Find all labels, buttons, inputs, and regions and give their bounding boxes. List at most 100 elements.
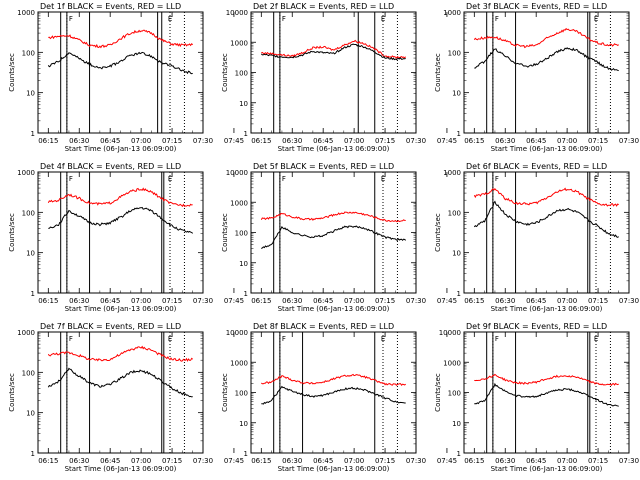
x-tick-label: 07:45 xyxy=(224,137,244,145)
marker-label: F xyxy=(495,15,499,23)
marker-label: E xyxy=(381,175,385,183)
panel-4: Det 4f BLACK = Events, RED = LLD 1 10 100 10… xyxy=(8,162,244,313)
y-tick-label: 1 xyxy=(31,450,35,458)
y-tick-label: 100 xyxy=(22,209,35,217)
x-tick-label: 07:45 xyxy=(224,457,244,465)
x-axis-label: Start Time (06-Jan-13 06:09:00) xyxy=(278,145,390,153)
plot-frame xyxy=(463,11,630,134)
y-tick-label: 1 xyxy=(31,130,35,138)
y-tick-label: 10 xyxy=(452,250,461,258)
plot-frame xyxy=(250,171,417,294)
y-axis-label: Counts/sec xyxy=(434,213,442,252)
x-tick-label: 06:45 xyxy=(313,137,333,145)
panel-7: Det 7f BLACK = Events, RED = LLD 1 10 100 10… xyxy=(8,322,244,473)
panel-title: Det 6f BLACK = Events, RED = LLD xyxy=(466,162,607,171)
series-lld-line xyxy=(260,211,406,223)
y-tick-label: 1000 xyxy=(17,9,35,17)
x-tick-label: 07:30 xyxy=(406,457,426,465)
x-tick-label: 07:15 xyxy=(162,137,182,145)
x-tick-label: 07:45 xyxy=(224,297,244,305)
x-tick-label: 06:30 xyxy=(69,137,89,145)
x-tick-label: 06:45 xyxy=(100,297,120,305)
series-events-line xyxy=(48,206,194,234)
x-tick-label: 06:45 xyxy=(100,137,120,145)
x-tick-label: 06:45 xyxy=(100,457,120,465)
x-tick-label: 06:15 xyxy=(38,137,58,145)
series-events-line xyxy=(47,367,193,398)
y-tick-label: 10 xyxy=(239,100,248,108)
y-tick-label: 10 xyxy=(239,420,248,428)
x-tick-label: 06:15 xyxy=(251,457,271,465)
y-axis-label: Counts/sec xyxy=(8,53,16,92)
x-tick-label: 07:15 xyxy=(162,457,182,465)
y-axis-label: Counts/sec xyxy=(8,213,16,252)
x-tick-label: 06:30 xyxy=(69,457,89,465)
y-tick-label: 1000 xyxy=(443,169,461,177)
x-tick-label: 07:30 xyxy=(619,297,639,305)
y-tick-label: 1000 xyxy=(17,169,35,177)
y-axis-label: Counts/sec xyxy=(8,373,16,412)
panel-1: Det 1f BLACK = Events, RED = LLD 1 10 100 10… xyxy=(8,2,244,153)
y-tick-label: 100 xyxy=(235,230,248,238)
y-tick-label: 10 xyxy=(26,90,35,98)
marker-label: E xyxy=(381,335,385,343)
x-tick-label: 07:00 xyxy=(131,297,151,305)
panel-title: Det 7f BLACK = Events, RED = LLD xyxy=(40,322,181,331)
y-tick-label: 1000 xyxy=(230,199,248,207)
x-axis-label: Start Time (06-Jan-13 06:09:00) xyxy=(491,465,603,473)
x-tick-label: 07:30 xyxy=(193,137,213,145)
y-tick-label: 10 xyxy=(452,90,461,98)
y-tick-label: 1 xyxy=(31,290,35,298)
y-tick-label: 100 xyxy=(235,70,248,78)
x-tick-label: 06:15 xyxy=(38,297,58,305)
series-lld-line xyxy=(261,39,407,59)
x-tick-label: 06:30 xyxy=(282,297,302,305)
panel-title: Det 8f BLACK = Events, RED = LLD xyxy=(253,322,394,331)
x-tick-label: 07:00 xyxy=(344,137,364,145)
x-tick-label: 07:15 xyxy=(588,297,608,305)
y-axis-label: Counts/sec xyxy=(221,53,229,92)
marker-label: E xyxy=(381,15,385,23)
y-tick-label: 10000 xyxy=(226,9,248,17)
marker-label: E xyxy=(168,175,172,183)
y-axis-label: Counts/sec xyxy=(221,373,229,412)
y-tick-label: 1 xyxy=(244,450,248,458)
y-tick-label: 10 xyxy=(26,250,35,258)
x-tick-label: 06:45 xyxy=(313,297,333,305)
x-axis-label: Start Time (06-Jan-13 06:09:00) xyxy=(65,465,177,473)
y-tick-label: 1 xyxy=(457,290,461,298)
panel-title: Det 2f BLACK = Events, RED = LLD xyxy=(253,2,394,11)
series-events-line xyxy=(261,385,406,405)
series-events-line xyxy=(473,200,619,238)
series-lld-line xyxy=(47,187,193,208)
panel-6: Det 6f BLACK = Events, RED = LLD 1 10 100 10… xyxy=(434,162,639,313)
y-tick-label: 100 xyxy=(235,390,248,398)
marker-label: F xyxy=(495,335,499,343)
series-lld-line xyxy=(261,373,407,387)
series-events-line xyxy=(47,51,193,75)
y-tick-label: 10000 xyxy=(439,329,461,337)
x-tick-label: 06:45 xyxy=(526,137,546,145)
marker-label: E xyxy=(594,335,598,343)
marker-label: E xyxy=(168,15,172,23)
x-tick-label: 07:00 xyxy=(557,137,577,145)
x-tick-label: 07:15 xyxy=(588,137,608,145)
panel-2: Det 2f BLACK = Events, RED = LLD 1 10 100 10… xyxy=(221,2,457,153)
y-tick-label: 1000 xyxy=(17,329,35,337)
x-tick-label: 07:30 xyxy=(406,137,426,145)
panel-title: Det 3f BLACK = Events, RED = LLD xyxy=(466,2,607,11)
y-axis-label: Counts/sec xyxy=(221,213,229,252)
series-events-line xyxy=(474,47,619,72)
series-lld-line xyxy=(48,29,194,49)
y-axis-label: Counts/sec xyxy=(434,53,442,92)
panel-3: Det 3f BLACK = Events, RED = LLD 1 10 100 10… xyxy=(434,2,639,153)
x-tick-label: 07:45 xyxy=(437,297,457,305)
x-tick-label: 07:15 xyxy=(375,457,395,465)
y-tick-label: 10 xyxy=(26,410,35,418)
x-tick-label: 07:30 xyxy=(193,457,213,465)
x-axis-label: Start Time (06-Jan-13 06:09:00) xyxy=(278,305,390,313)
y-axis-label: Counts/sec xyxy=(434,373,442,412)
y-tick-label: 1000 xyxy=(443,359,461,367)
x-tick-label: 06:45 xyxy=(313,457,333,465)
